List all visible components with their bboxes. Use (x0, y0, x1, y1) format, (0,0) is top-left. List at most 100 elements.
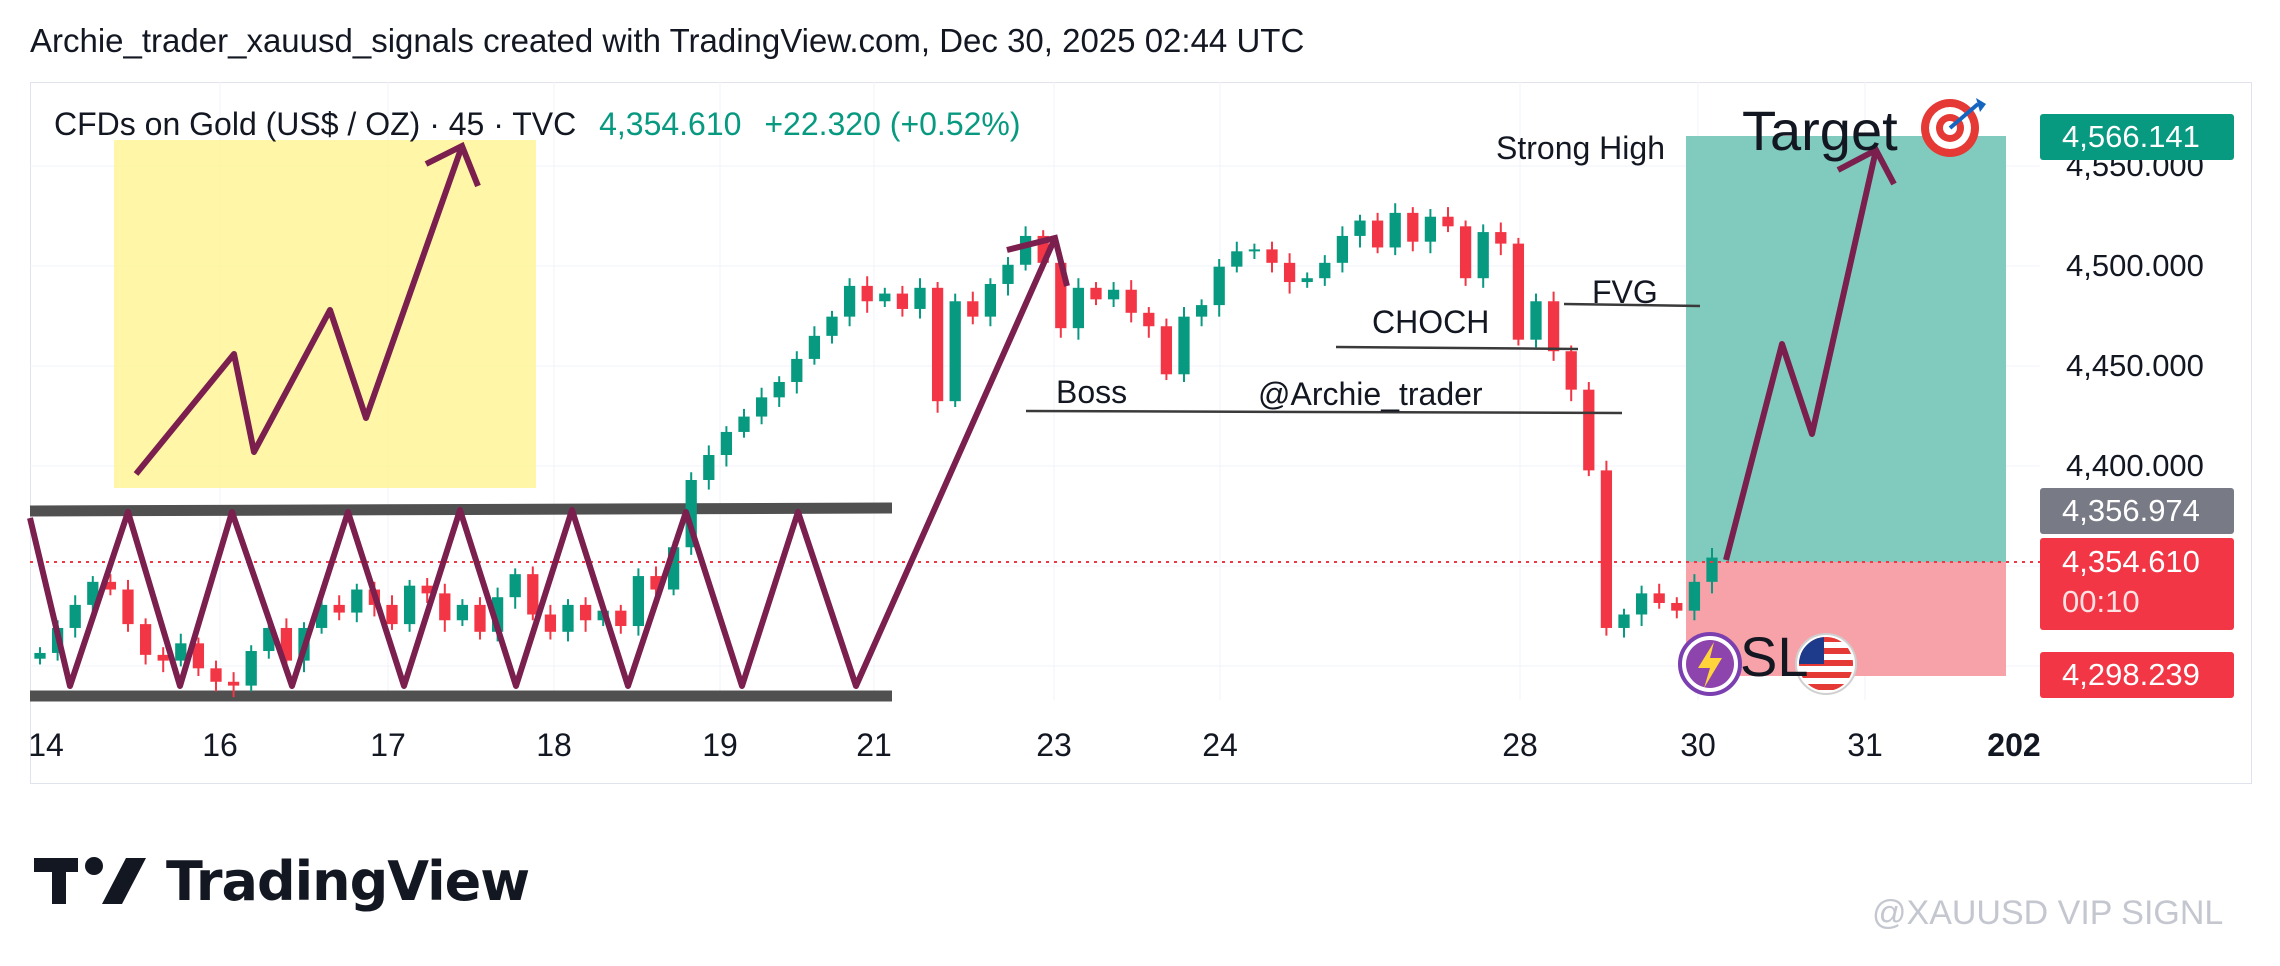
candle-bearish[interactable] (1283, 262, 1296, 283)
candle-bullish[interactable] (175, 643, 187, 661)
candle-bullish[interactable] (1618, 614, 1630, 628)
candle-bullish[interactable] (315, 604, 328, 628)
candle-bearish[interactable] (439, 593, 451, 621)
candle-bearish[interactable] (1037, 235, 1049, 263)
candle-bearish[interactable] (474, 604, 486, 632)
candle-bearish[interactable] (861, 285, 873, 302)
symbol-legend[interactable]: CFDs on Gold (US$ / OZ) · 45 · TVC 4,354… (54, 106, 1021, 143)
candle-bullish[interactable] (914, 287, 926, 309)
candle-bullish[interactable] (1424, 216, 1437, 242)
candle-bullish[interactable] (1635, 593, 1648, 615)
candle-bullish[interactable] (1019, 235, 1032, 265)
candle-bullish[interactable] (87, 581, 99, 605)
candle-bearish[interactable] (931, 287, 944, 402)
candle-bullish[interactable] (703, 455, 715, 480)
candle-bearish[interactable] (1583, 389, 1595, 471)
candle-bearish[interactable] (1143, 312, 1155, 327)
candle-bullish[interactable] (773, 381, 785, 398)
candle-bullish[interactable] (562, 604, 574, 632)
candle-bearish[interactable] (1160, 326, 1173, 375)
candle-bullish[interactable] (949, 301, 961, 402)
candle-bearish[interactable] (1459, 226, 1472, 279)
candle-bearish[interactable] (227, 681, 240, 686)
candle-bullish[interactable] (685, 479, 697, 548)
candle-bearish[interactable] (157, 654, 169, 661)
candle-bullish[interactable] (879, 293, 891, 302)
candle-bullish[interactable] (667, 547, 680, 590)
candle-bullish[interactable] (1002, 264, 1014, 284)
candle-bearish[interactable] (104, 581, 117, 590)
candle-bearish[interactable] (139, 624, 152, 655)
candle-bearish[interactable] (1090, 287, 1102, 300)
candle-bullish[interactable] (1301, 278, 1313, 283)
candle-bullish[interactable] (1319, 262, 1331, 279)
candle-bullish[interactable] (491, 597, 504, 632)
candle-bearish[interactable] (650, 576, 662, 590)
candle-bullish[interactable] (351, 589, 363, 613)
candle-bullish[interactable] (1336, 235, 1349, 263)
candle-bullish[interactable] (826, 316, 838, 336)
boss-level-line (1025, 409, 1623, 415)
candle-bearish[interactable] (1512, 243, 1525, 340)
candle-bullish[interactable] (1178, 316, 1190, 375)
candle-bullish[interactable] (1688, 581, 1701, 611)
candle-bullish[interactable] (456, 604, 469, 621)
candle-bullish[interactable] (1477, 232, 1489, 279)
us-flag-icon (1795, 633, 1857, 695)
candle-bearish[interactable] (192, 643, 205, 669)
candle-bearish[interactable] (122, 589, 134, 625)
candle-bullish[interactable] (1389, 212, 1401, 248)
candle-bullish[interactable] (1706, 557, 1718, 582)
candle-bullish[interactable] (738, 416, 750, 432)
candle-bearish[interactable] (1055, 262, 1067, 329)
candle-bearish[interactable] (896, 293, 909, 309)
candle-bearish[interactable] (1125, 289, 1137, 313)
candle-bearish[interactable] (1600, 470, 1613, 628)
candle-bearish[interactable] (280, 627, 293, 661)
candle-bearish[interactable] (386, 604, 398, 625)
candle-bearish[interactable] (967, 301, 979, 317)
candle-bullish[interactable] (69, 604, 81, 628)
candle-bearish[interactable] (544, 614, 557, 632)
candle-bullish[interactable] (1530, 301, 1542, 340)
candle-bullish[interactable] (791, 358, 803, 382)
candle-bullish[interactable] (1354, 220, 1366, 236)
candle-bearish[interactable] (579, 604, 592, 621)
candle-bearish[interactable] (1495, 232, 1507, 244)
candle-bearish[interactable] (1671, 602, 1683, 611)
candle-bearish[interactable] (1407, 212, 1419, 242)
candle-bearish[interactable] (333, 604, 345, 613)
candle-bullish[interactable] (1107, 289, 1120, 300)
candle-bullish[interactable] (263, 627, 275, 652)
candle-bullish[interactable] (984, 283, 997, 317)
candle-bearish[interactable] (1565, 351, 1577, 390)
candle-bullish[interactable] (1231, 251, 1243, 267)
candle-bullish[interactable] (403, 585, 416, 625)
projection-zigzag-drawing (1723, 149, 1879, 561)
y-tick-label: 4,450.000 (2066, 348, 2204, 383)
candle-bullish[interactable] (632, 576, 645, 627)
candle-bullish[interactable] (245, 651, 257, 686)
candle-bullish[interactable] (509, 574, 521, 598)
candle-bullish[interactable] (1248, 249, 1261, 252)
candle-bullish[interactable] (1213, 266, 1225, 306)
candle-bearish[interactable] (421, 585, 433, 594)
candle-bearish[interactable] (1442, 216, 1454, 227)
candle-bullish[interactable] (720, 431, 733, 456)
candle-bullish[interactable] (808, 335, 821, 359)
candle-bearish[interactable] (1547, 301, 1560, 352)
candle-bullish[interactable] (1195, 305, 1208, 317)
tradingview-logo-text: TradingView (166, 850, 530, 913)
candle-bearish[interactable] (1371, 220, 1384, 248)
tradingview-logo[interactable]: TradingView (34, 850, 530, 913)
candle-bearish[interactable] (1653, 593, 1665, 603)
candle-bearish[interactable] (210, 668, 222, 682)
candle-bullish[interactable] (34, 652, 46, 659)
candle-bearish[interactable] (527, 574, 539, 615)
candle-bullish[interactable] (755, 397, 768, 417)
candle-bullish[interactable] (1072, 287, 1085, 329)
candle-bullish[interactable] (843, 285, 856, 317)
candle-bearish[interactable] (1266, 249, 1278, 263)
candle-bearish[interactable] (615, 610, 627, 627)
